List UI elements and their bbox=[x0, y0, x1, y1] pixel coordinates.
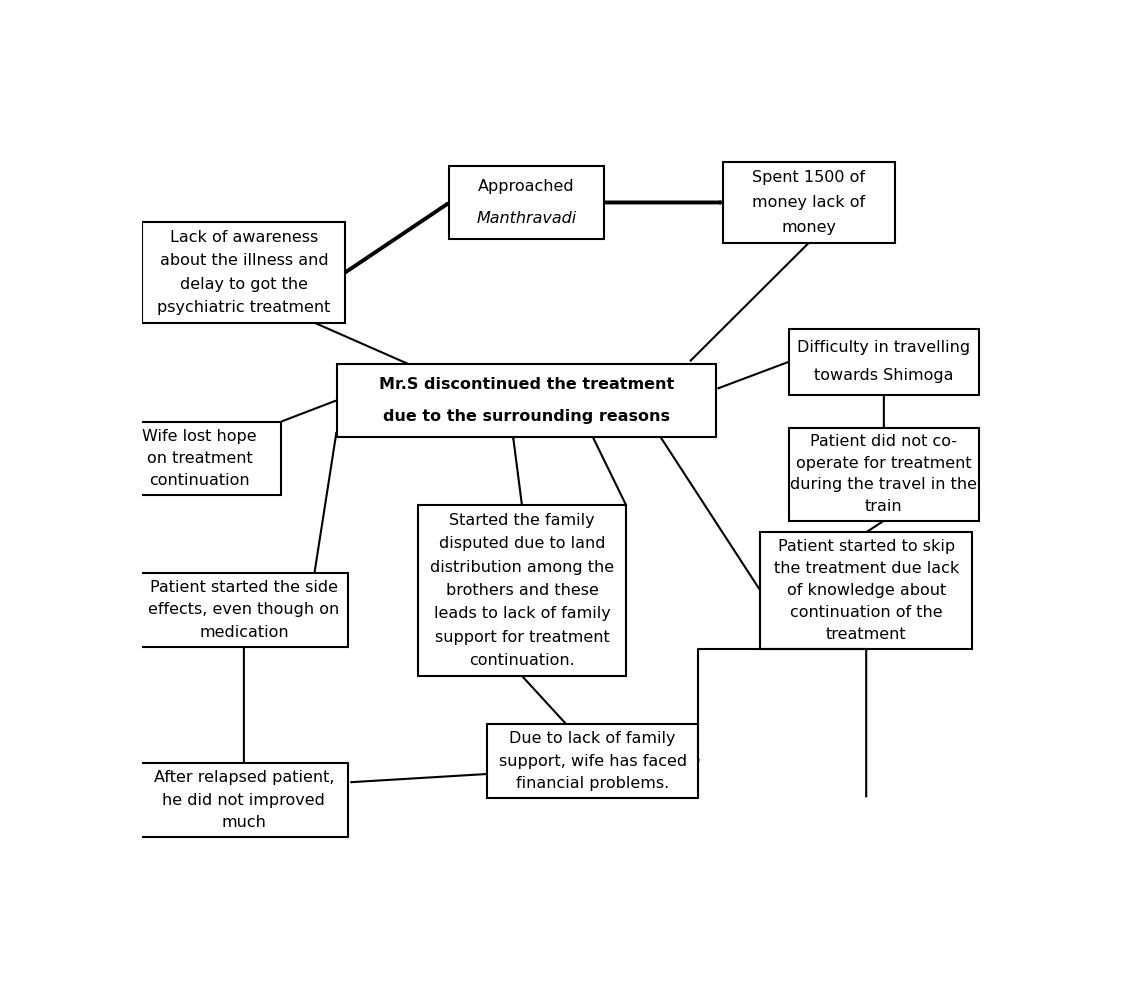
Text: Mr.S discontinued the treatment: Mr.S discontinued the treatment bbox=[379, 377, 674, 392]
Text: effects, even though on: effects, even though on bbox=[148, 603, 339, 618]
Text: leads to lack of family: leads to lack of family bbox=[434, 607, 611, 621]
Text: psychiatric treatment: psychiatric treatment bbox=[157, 300, 330, 316]
FancyBboxPatch shape bbox=[486, 725, 698, 798]
Text: disputed due to land: disputed due to land bbox=[439, 536, 605, 551]
Text: he did not improved: he did not improved bbox=[163, 792, 326, 807]
FancyBboxPatch shape bbox=[723, 161, 895, 243]
Text: Manthravadi: Manthravadi bbox=[476, 211, 576, 226]
FancyBboxPatch shape bbox=[140, 574, 347, 647]
Text: of knowledge about: of knowledge about bbox=[787, 583, 945, 598]
Text: treatment: treatment bbox=[826, 627, 907, 642]
Text: medication: medication bbox=[199, 625, 288, 640]
Text: about the illness and: about the illness and bbox=[159, 253, 328, 268]
FancyBboxPatch shape bbox=[789, 329, 978, 394]
Text: much: much bbox=[221, 814, 267, 830]
FancyBboxPatch shape bbox=[418, 505, 625, 676]
FancyBboxPatch shape bbox=[140, 763, 347, 837]
Text: financial problems.: financial problems. bbox=[516, 776, 670, 791]
Text: Difficulty in travelling: Difficulty in travelling bbox=[797, 340, 970, 355]
Text: continuation.: continuation. bbox=[469, 653, 575, 668]
Text: support, wife has faced: support, wife has faced bbox=[499, 754, 687, 769]
Text: Wife lost hope: Wife lost hope bbox=[142, 428, 257, 444]
FancyBboxPatch shape bbox=[449, 165, 604, 239]
Text: due to the surrounding reasons: due to the surrounding reasons bbox=[383, 409, 670, 424]
Text: money lack of: money lack of bbox=[752, 195, 866, 210]
Text: Started the family: Started the family bbox=[449, 513, 595, 528]
Text: towards Shimoga: towards Shimoga bbox=[814, 368, 953, 383]
Text: train: train bbox=[865, 499, 903, 514]
Text: Due to lack of family: Due to lack of family bbox=[509, 732, 675, 747]
Text: After relapsed patient,: After relapsed patient, bbox=[154, 770, 334, 785]
Text: Patient started the side: Patient started the side bbox=[150, 580, 338, 595]
Text: the treatment due lack: the treatment due lack bbox=[773, 561, 959, 576]
Text: continuation: continuation bbox=[149, 474, 251, 489]
Text: during the travel in the: during the travel in the bbox=[790, 478, 977, 493]
FancyBboxPatch shape bbox=[142, 222, 345, 323]
Text: Patient did not co-: Patient did not co- bbox=[810, 434, 958, 450]
Text: continuation of the: continuation of the bbox=[790, 605, 942, 620]
Text: Spent 1500 of: Spent 1500 of bbox=[753, 170, 866, 185]
Text: Approached: Approached bbox=[478, 179, 575, 194]
Text: brothers and these: brothers and these bbox=[445, 583, 598, 598]
Text: Patient started to skip: Patient started to skip bbox=[778, 539, 954, 554]
FancyBboxPatch shape bbox=[337, 364, 716, 437]
FancyBboxPatch shape bbox=[761, 532, 973, 649]
FancyBboxPatch shape bbox=[118, 421, 281, 496]
Text: distribution among the: distribution among the bbox=[429, 559, 614, 575]
Text: on treatment: on treatment bbox=[147, 452, 253, 466]
Text: money: money bbox=[781, 220, 836, 235]
FancyBboxPatch shape bbox=[789, 427, 978, 521]
Text: support for treatment: support for treatment bbox=[435, 630, 609, 645]
Text: delay to got the: delay to got the bbox=[180, 276, 308, 291]
Text: Lack of awareness: Lack of awareness bbox=[170, 230, 318, 245]
Text: operate for treatment: operate for treatment bbox=[796, 456, 972, 471]
